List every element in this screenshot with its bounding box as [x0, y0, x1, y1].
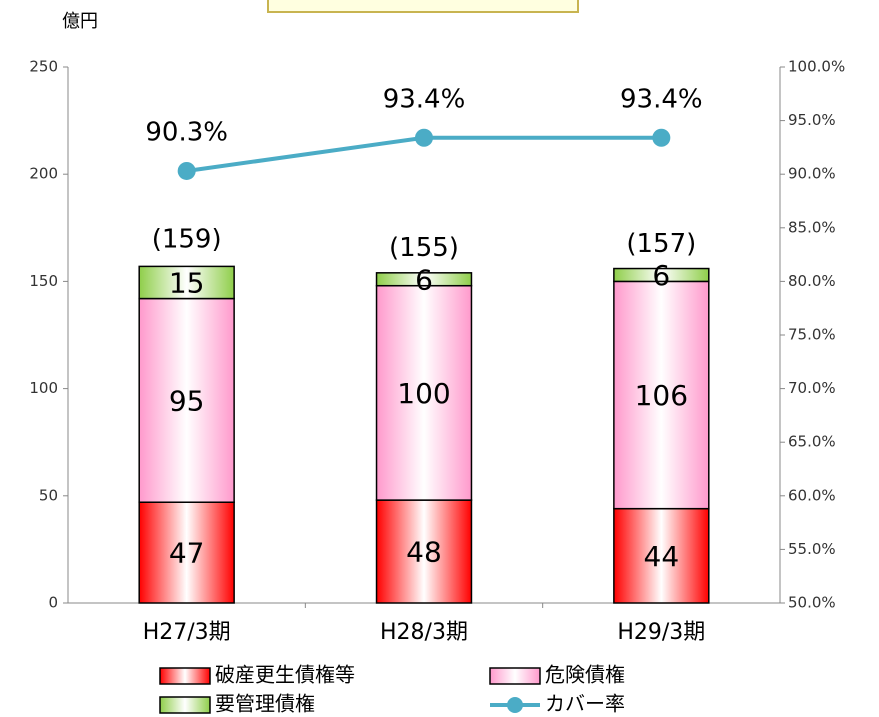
bar-segment — [613, 507, 710, 604]
segment-label: 47 — [169, 537, 205, 570]
line-label: 93.4% — [383, 84, 466, 114]
bar-segment — [375, 499, 473, 604]
y2-tick-label: 55.0% — [788, 540, 836, 558]
segment-label: 15 — [169, 266, 205, 299]
legend-swatch — [489, 667, 541, 685]
segment-label: 6 — [652, 259, 670, 292]
y-tick-label: 0 — [48, 594, 58, 612]
y2-tick-label: 95.0% — [788, 111, 836, 129]
legend-label: 危険債権 — [545, 663, 625, 687]
segment-label: 48 — [406, 536, 442, 569]
y-tick-label: 50 — [39, 486, 58, 504]
legend-marker — [507, 697, 523, 713]
bar-segment — [138, 501, 235, 604]
line-point — [652, 128, 671, 147]
y2-tick-label: 75.0% — [788, 326, 836, 344]
y-tick-label: 100 — [29, 379, 58, 397]
line-label: 93.4% — [620, 84, 703, 114]
bar-segment — [375, 272, 473, 287]
y2-tick-label: 70.0% — [788, 379, 836, 397]
legend-label: 破産更生債権等 — [215, 663, 355, 687]
title-box — [267, 0, 579, 13]
segment-label: 106 — [635, 379, 688, 412]
legend-swatch — [159, 696, 211, 714]
bar-segment — [375, 284, 473, 501]
y2-tick-label: 80.0% — [788, 272, 836, 290]
segment-label: 44 — [644, 540, 680, 573]
segment-label: 95 — [169, 384, 205, 417]
segment-label: 100 — [397, 377, 450, 410]
total-label: (159) — [152, 225, 222, 255]
y-tick-label: 200 — [29, 165, 58, 183]
y2-tick-label: 100.0% — [788, 58, 845, 76]
y2-tick-label: 85.0% — [788, 218, 836, 236]
legend-swatch — [159, 667, 211, 685]
bar-segment — [613, 267, 710, 283]
y2-tick-label: 60.0% — [788, 486, 836, 504]
x-tick-label: H27/3期 — [143, 620, 231, 645]
x-tick-label: H28/3期 — [380, 620, 468, 645]
x-tick-label: H29/3期 — [617, 620, 705, 645]
line-point — [177, 161, 196, 180]
line-label: 90.3% — [145, 117, 228, 147]
total-label: (157) — [626, 229, 696, 259]
segment-label: 6 — [415, 263, 433, 296]
line-point — [415, 128, 433, 147]
bar-segment — [138, 265, 235, 300]
total-label: (155) — [389, 233, 459, 263]
y-axis-label: 億円 — [62, 11, 98, 32]
y2-tick-label: 65.0% — [788, 433, 836, 451]
y2-tick-label: 50.0% — [788, 594, 836, 612]
legend-label: カバー率 — [545, 692, 625, 716]
y-tick-label: 150 — [29, 272, 58, 290]
bar-segment — [613, 280, 710, 510]
legend-label: 要管理債権 — [215, 692, 315, 716]
y-tick-label: 250 — [29, 58, 58, 76]
y2-tick-label: 90.0% — [788, 165, 836, 183]
